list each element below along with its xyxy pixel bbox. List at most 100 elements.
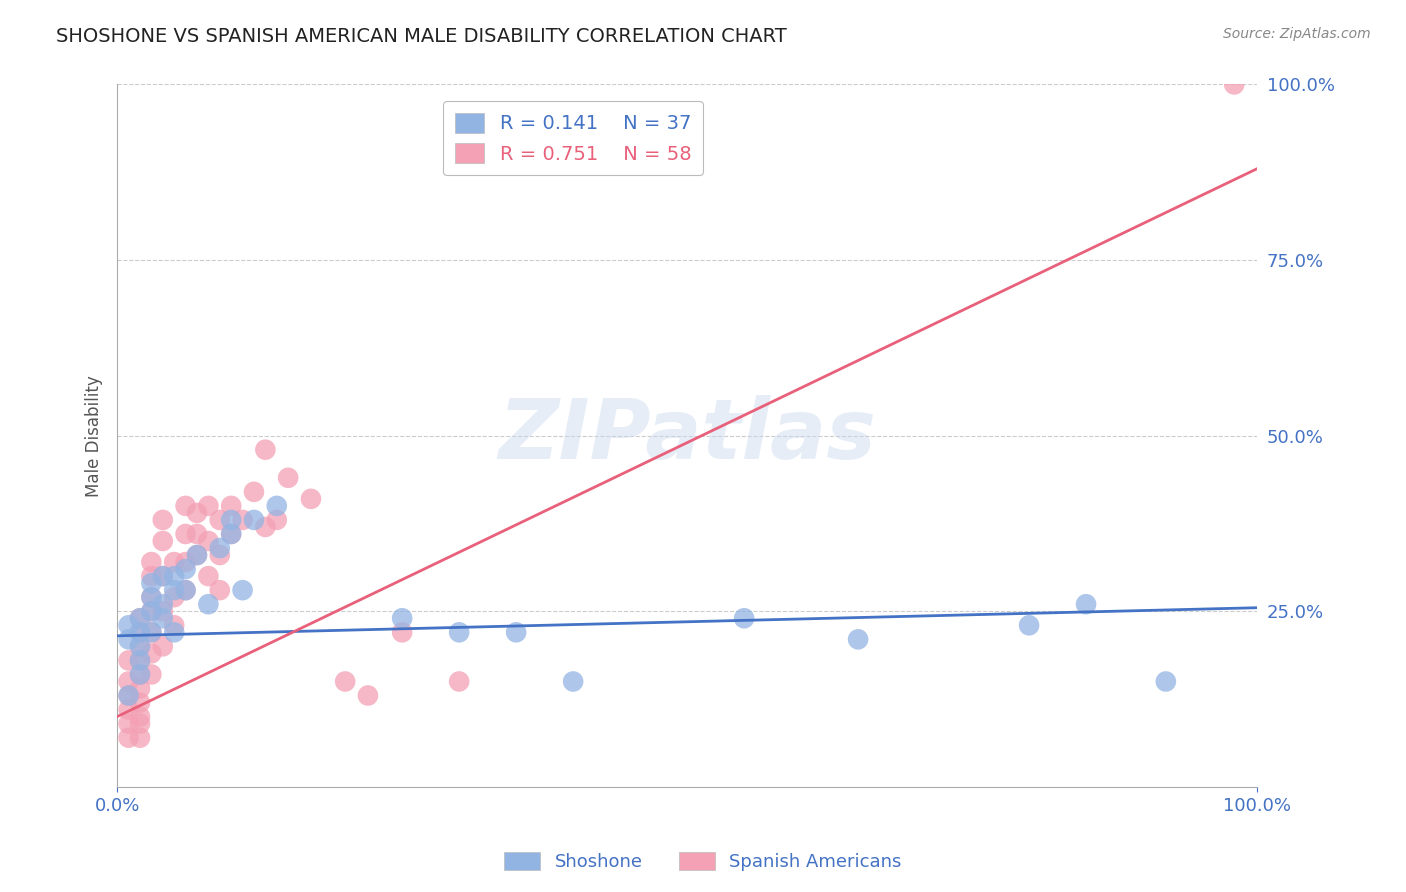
Point xyxy=(208,548,231,562)
Point xyxy=(141,590,163,604)
Point xyxy=(152,604,174,618)
Legend: Shoshone, Spanish Americans: Shoshone, Spanish Americans xyxy=(496,845,910,879)
Point xyxy=(243,513,266,527)
Point xyxy=(129,640,152,654)
Text: ZIPatlas: ZIPatlas xyxy=(498,395,876,476)
Point xyxy=(174,562,197,576)
Point xyxy=(219,527,242,541)
Point xyxy=(163,555,186,569)
Point xyxy=(129,640,152,654)
Point xyxy=(129,653,152,667)
Point xyxy=(152,569,174,583)
Point xyxy=(141,604,163,618)
Point xyxy=(141,590,163,604)
Point xyxy=(1154,674,1177,689)
Point xyxy=(117,674,139,689)
Point xyxy=(208,513,231,527)
Point xyxy=(299,491,322,506)
Point xyxy=(174,499,197,513)
Point xyxy=(141,576,163,591)
Point xyxy=(186,548,208,562)
Point xyxy=(186,506,208,520)
Y-axis label: Male Disability: Male Disability xyxy=(86,375,103,497)
Point xyxy=(733,611,755,625)
Point xyxy=(141,604,163,618)
Point xyxy=(208,583,231,598)
Point xyxy=(266,513,288,527)
Point xyxy=(129,667,152,681)
Text: Source: ZipAtlas.com: Source: ZipAtlas.com xyxy=(1223,27,1371,41)
Point xyxy=(197,534,219,549)
Point xyxy=(174,555,197,569)
Point xyxy=(152,534,174,549)
Point xyxy=(219,527,242,541)
Point xyxy=(129,625,152,640)
Point xyxy=(129,696,152,710)
Point xyxy=(163,625,186,640)
Point xyxy=(562,674,585,689)
Point xyxy=(152,597,174,611)
Legend: R = 0.141    N = 37, R = 0.751    N = 58: R = 0.141 N = 37, R = 0.751 N = 58 xyxy=(443,101,703,176)
Point xyxy=(129,667,152,681)
Point xyxy=(208,541,231,555)
Point xyxy=(357,689,380,703)
Point xyxy=(333,674,356,689)
Point xyxy=(152,513,174,527)
Point xyxy=(152,569,174,583)
Point xyxy=(163,569,186,583)
Point xyxy=(163,590,186,604)
Point xyxy=(141,625,163,640)
Point xyxy=(186,548,208,562)
Point xyxy=(254,520,277,534)
Point xyxy=(163,583,186,598)
Point xyxy=(254,442,277,457)
Point xyxy=(152,640,174,654)
Point xyxy=(1074,597,1097,611)
Point xyxy=(186,527,208,541)
Point xyxy=(141,555,163,569)
Point xyxy=(152,611,174,625)
Point xyxy=(141,625,163,640)
Point xyxy=(232,583,254,598)
Point xyxy=(117,689,139,703)
Point xyxy=(391,625,413,640)
Point xyxy=(117,689,139,703)
Point xyxy=(219,499,242,513)
Point xyxy=(1223,78,1246,92)
Point xyxy=(277,471,299,485)
Point xyxy=(174,583,197,598)
Point xyxy=(129,625,152,640)
Point xyxy=(117,632,139,647)
Point xyxy=(243,484,266,499)
Point xyxy=(117,731,139,745)
Point xyxy=(129,611,152,625)
Point xyxy=(141,667,163,681)
Point xyxy=(117,702,139,716)
Point xyxy=(129,611,152,625)
Point xyxy=(174,583,197,598)
Point xyxy=(129,681,152,696)
Point xyxy=(197,597,219,611)
Point xyxy=(505,625,527,640)
Point xyxy=(117,716,139,731)
Point xyxy=(117,618,139,632)
Point xyxy=(1018,618,1040,632)
Point xyxy=(449,625,471,640)
Point xyxy=(232,513,254,527)
Point xyxy=(391,611,413,625)
Text: SHOSHONE VS SPANISH AMERICAN MALE DISABILITY CORRELATION CHART: SHOSHONE VS SPANISH AMERICAN MALE DISABI… xyxy=(56,27,787,45)
Point xyxy=(197,569,219,583)
Point xyxy=(129,653,152,667)
Point xyxy=(449,674,471,689)
Point xyxy=(197,499,219,513)
Point xyxy=(141,569,163,583)
Point xyxy=(219,513,242,527)
Point xyxy=(141,646,163,660)
Point xyxy=(266,499,288,513)
Point xyxy=(846,632,869,647)
Point xyxy=(174,527,197,541)
Point xyxy=(163,618,186,632)
Point xyxy=(129,709,152,723)
Point xyxy=(129,731,152,745)
Point xyxy=(117,653,139,667)
